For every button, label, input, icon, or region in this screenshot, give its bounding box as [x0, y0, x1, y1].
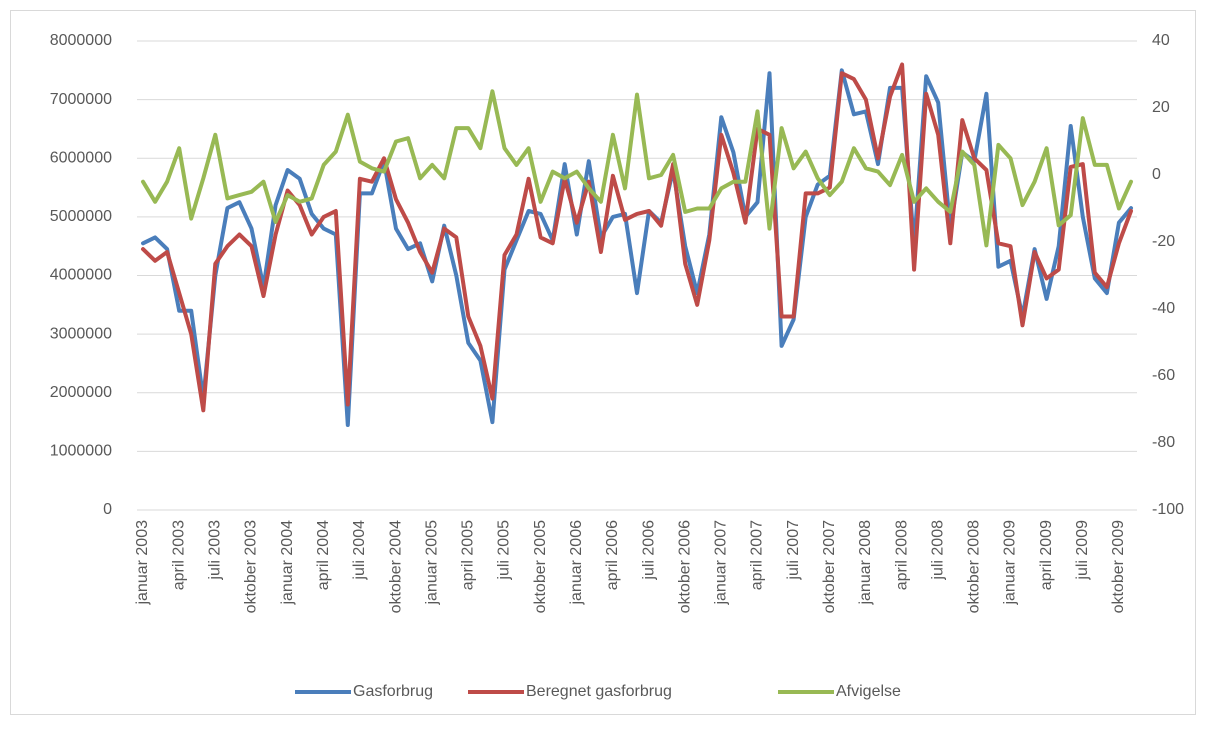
y-tick-label: 4000000 — [50, 267, 112, 284]
y-tick-label: 8000000 — [50, 32, 112, 49]
y2-tick-label: -20 — [1152, 233, 1175, 250]
x-tick-label: juli 2005 — [496, 520, 513, 581]
y2-tick-label: 20 — [1152, 99, 1170, 116]
x-tick-label: januar 2007 — [713, 520, 730, 606]
x-tick-label: juli 2008 — [929, 520, 946, 581]
y2-tick-label: -80 — [1152, 434, 1175, 451]
x-tick-label: april 2003 — [170, 520, 187, 590]
x-tick-label: april 2009 — [1038, 520, 1055, 590]
x-tick-label: oktober 2005 — [532, 520, 549, 614]
x-tick-label: oktober 2003 — [243, 520, 260, 614]
x-tick-label: juli 2006 — [640, 520, 657, 581]
y2-tick-label: -60 — [1152, 367, 1175, 384]
legend-label: Beregnet gasforbrug — [526, 683, 672, 700]
x-tick-label: januar 2004 — [279, 520, 296, 606]
y2-tick-label: -40 — [1152, 300, 1175, 317]
y-tick-label: 5000000 — [50, 208, 112, 225]
x-tick-label: juli 2007 — [785, 520, 802, 581]
x-tick-label: januar 2006 — [568, 520, 585, 606]
x-tick-label: april 2004 — [315, 520, 332, 590]
x-tick-label: april 2005 — [460, 520, 477, 590]
x-tick-label: juli 2003 — [207, 520, 224, 581]
series-line — [141, 62, 1133, 413]
x-tick-label: oktober 2007 — [821, 520, 838, 614]
y-tick-label: 0 — [103, 501, 112, 518]
x-tick-label: oktober 2008 — [966, 520, 983, 614]
x-tick-label: januar 2008 — [857, 520, 874, 606]
y-tick-label: 2000000 — [50, 384, 112, 401]
chart-border — [10, 10, 1196, 715]
x-tick-label: juli 2004 — [351, 520, 368, 581]
y-tick-label: 6000000 — [50, 149, 112, 166]
y2-tick-label: -100 — [1152, 501, 1184, 518]
x-tick-label: januar 2003 — [134, 520, 151, 606]
x-tick-label: oktober 2009 — [1110, 520, 1127, 614]
x-tick-label: oktober 2006 — [676, 520, 693, 614]
y-tick-label: 1000000 — [50, 443, 112, 460]
x-tick-label: april 2007 — [749, 520, 766, 590]
legend-label: Gasforbrug — [353, 683, 433, 700]
x-tick-label: januar 2009 — [1002, 520, 1019, 606]
x-tick-label: april 2008 — [893, 520, 910, 590]
y2-tick-label: 40 — [1152, 32, 1170, 49]
x-tick-label: april 2006 — [604, 520, 621, 590]
legend-label: Afvigelse — [836, 683, 901, 700]
x-tick-label: juli 2009 — [1074, 520, 1091, 581]
series-line — [141, 89, 1133, 248]
x-tick-label: januar 2005 — [423, 520, 440, 606]
y-tick-label: 3000000 — [50, 325, 112, 342]
y-tick-label: 7000000 — [50, 91, 112, 108]
y2-tick-label: 0 — [1152, 166, 1161, 183]
x-tick-label: oktober 2004 — [387, 520, 404, 614]
